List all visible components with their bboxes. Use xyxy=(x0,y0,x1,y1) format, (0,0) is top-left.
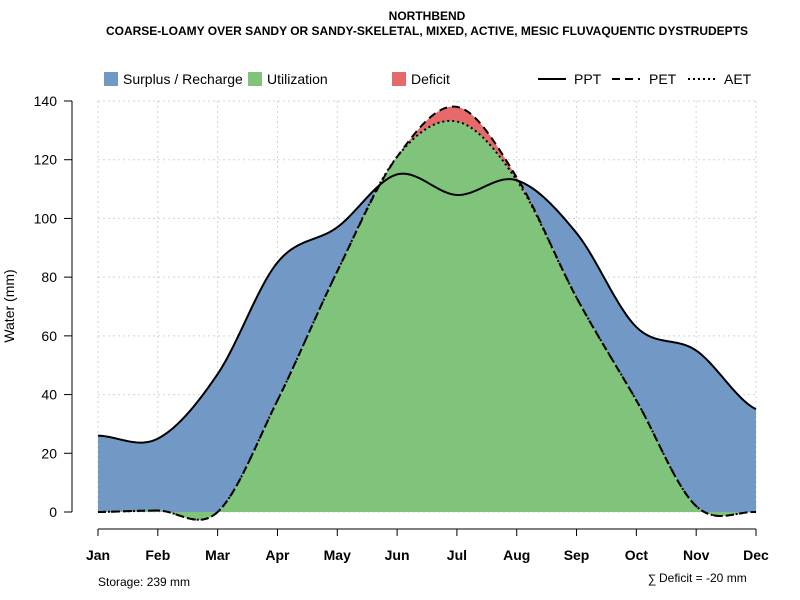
x-tick-label: Sep xyxy=(564,547,590,563)
x-tick-label: Feb xyxy=(145,547,170,563)
deficit-sum-symbol: ∑ xyxy=(648,572,657,586)
y-tick-label: 40 xyxy=(41,387,57,403)
legend-label-ppt: PPT xyxy=(574,71,602,87)
y-tick-label: 100 xyxy=(34,210,58,226)
chart-title: NORTHBEND xyxy=(389,9,466,23)
x-tick-label: May xyxy=(324,547,351,563)
x-tick-label: Oct xyxy=(625,547,649,563)
x-tick-label: Jun xyxy=(385,547,410,563)
legend-swatch-utilization xyxy=(248,72,262,86)
x-tick-label: Jan xyxy=(86,547,110,563)
y-tick-label: 20 xyxy=(41,445,57,461)
storage-note: Storage: 239 mm xyxy=(98,575,190,589)
legend-swatch-surplus xyxy=(104,72,118,86)
y-tick-label: 60 xyxy=(41,328,57,344)
water-balance-chart: NORTHBEND COARSE-LOAMY OVER SANDY OR SAN… xyxy=(0,0,800,600)
x-tick-label: Jul xyxy=(447,547,467,563)
y-tick-label: 120 xyxy=(34,152,58,168)
x-tick-label: Mar xyxy=(205,547,230,563)
x-tick-label: Apr xyxy=(265,547,290,563)
areas xyxy=(98,107,756,520)
x-tick-label: Aug xyxy=(503,547,530,563)
y-tick-label: 80 xyxy=(41,269,57,285)
legend-label-pet: PET xyxy=(649,71,677,87)
legend-label-utilization: Utilization xyxy=(267,71,328,87)
x-tick-label: Dec xyxy=(743,547,769,563)
x-tick-label: Nov xyxy=(683,547,710,563)
chart-subtitle: COARSE-LOAMY OVER SANDY OR SANDY-SKELETA… xyxy=(106,24,748,38)
y-axis-label: Water (mm) xyxy=(1,269,17,342)
legend-label-deficit: Deficit xyxy=(411,71,450,87)
legend-label-aet: AET xyxy=(724,71,752,87)
legend-label-surplus: Surplus / Recharge xyxy=(123,71,243,87)
y-tick-label: 0 xyxy=(49,504,57,520)
deficit-note: Deficit = -20 mm xyxy=(659,571,747,585)
legend: Surplus / Recharge Utilization Deficit P… xyxy=(104,71,752,87)
legend-swatch-deficit xyxy=(392,72,406,86)
y-tick-label: 140 xyxy=(34,93,58,109)
